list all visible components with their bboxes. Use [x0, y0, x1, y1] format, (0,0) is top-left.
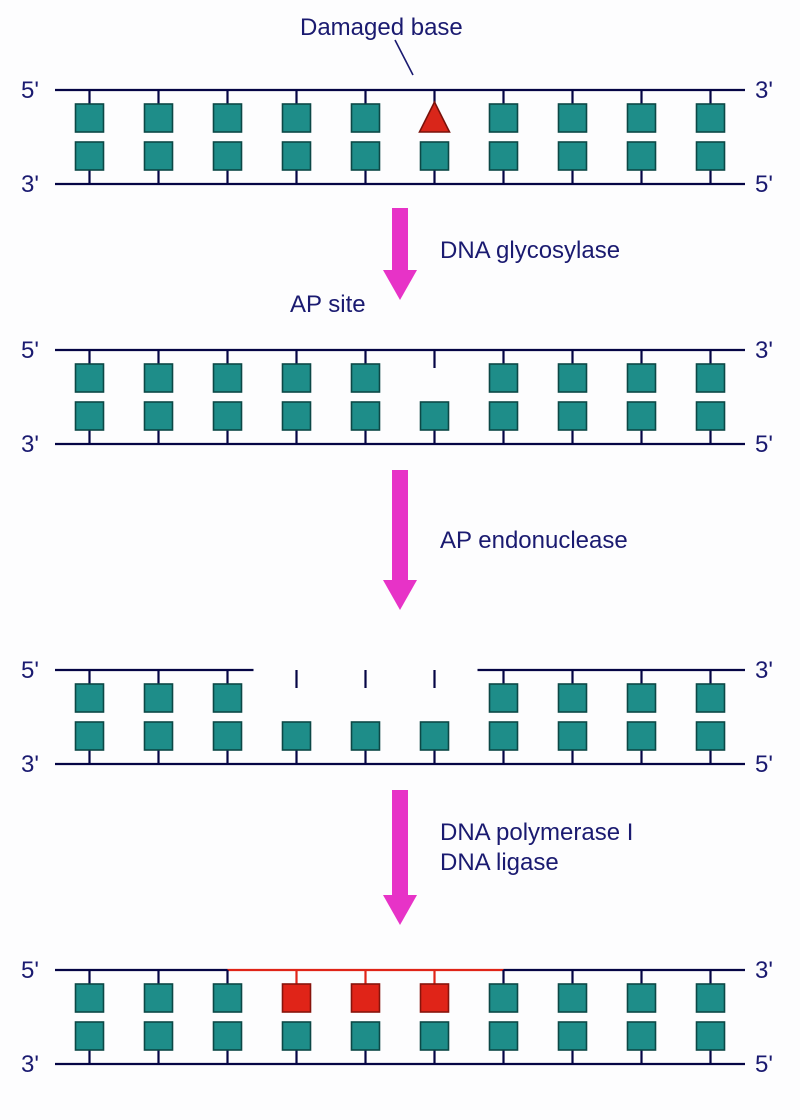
dna-panel: 5' 3' 3' 5'	[21, 337, 773, 458]
step-arrow: DNA glycosylase	[383, 208, 620, 300]
end-label-5prime: 5'	[755, 751, 773, 778]
end-label-5prime: 5'	[755, 171, 773, 198]
end-label-5prime: 5'	[21, 957, 39, 984]
end-label-3prime: 3'	[21, 1051, 39, 1078]
step-label: DNA ligase	[440, 849, 559, 876]
end-label-5prime: 5'	[21, 77, 39, 104]
end-label-3prime: 3'	[21, 431, 39, 458]
dna-panel: 5' 3' 3' 5'	[21, 957, 773, 1078]
end-label-3prime: 3'	[755, 957, 773, 984]
end-label-5prime: 5'	[21, 337, 39, 364]
step-label: DNA glycosylase	[440, 237, 620, 264]
end-label-3prime: 3'	[21, 751, 39, 778]
step-arrow: DNA polymerase I DNA ligase	[383, 790, 633, 925]
damaged-base-icon	[420, 102, 450, 132]
end-label-5prime: 5'	[21, 657, 39, 684]
end-label-5prime: 5'	[755, 1051, 773, 1078]
step-label: AP endonuclease	[440, 527, 628, 554]
dna-panel: 5' 3' 3' 5'	[21, 657, 773, 778]
dna-panel: 5' 3' 3' 5'	[21, 77, 773, 198]
end-label-5prime: 5'	[755, 431, 773, 458]
end-label-3prime: 3'	[755, 657, 773, 684]
end-label-3prime: 3'	[755, 337, 773, 364]
ap-site-label: AP site	[290, 291, 366, 318]
damaged-base-label: Damaged base	[300, 14, 463, 41]
end-label-3prime: 3'	[755, 77, 773, 104]
end-label-3prime: 3'	[21, 171, 39, 198]
step-label: DNA polymerase I	[440, 819, 633, 846]
damaged-base-leader	[395, 40, 413, 75]
step-arrow: AP endonuclease	[383, 470, 628, 610]
